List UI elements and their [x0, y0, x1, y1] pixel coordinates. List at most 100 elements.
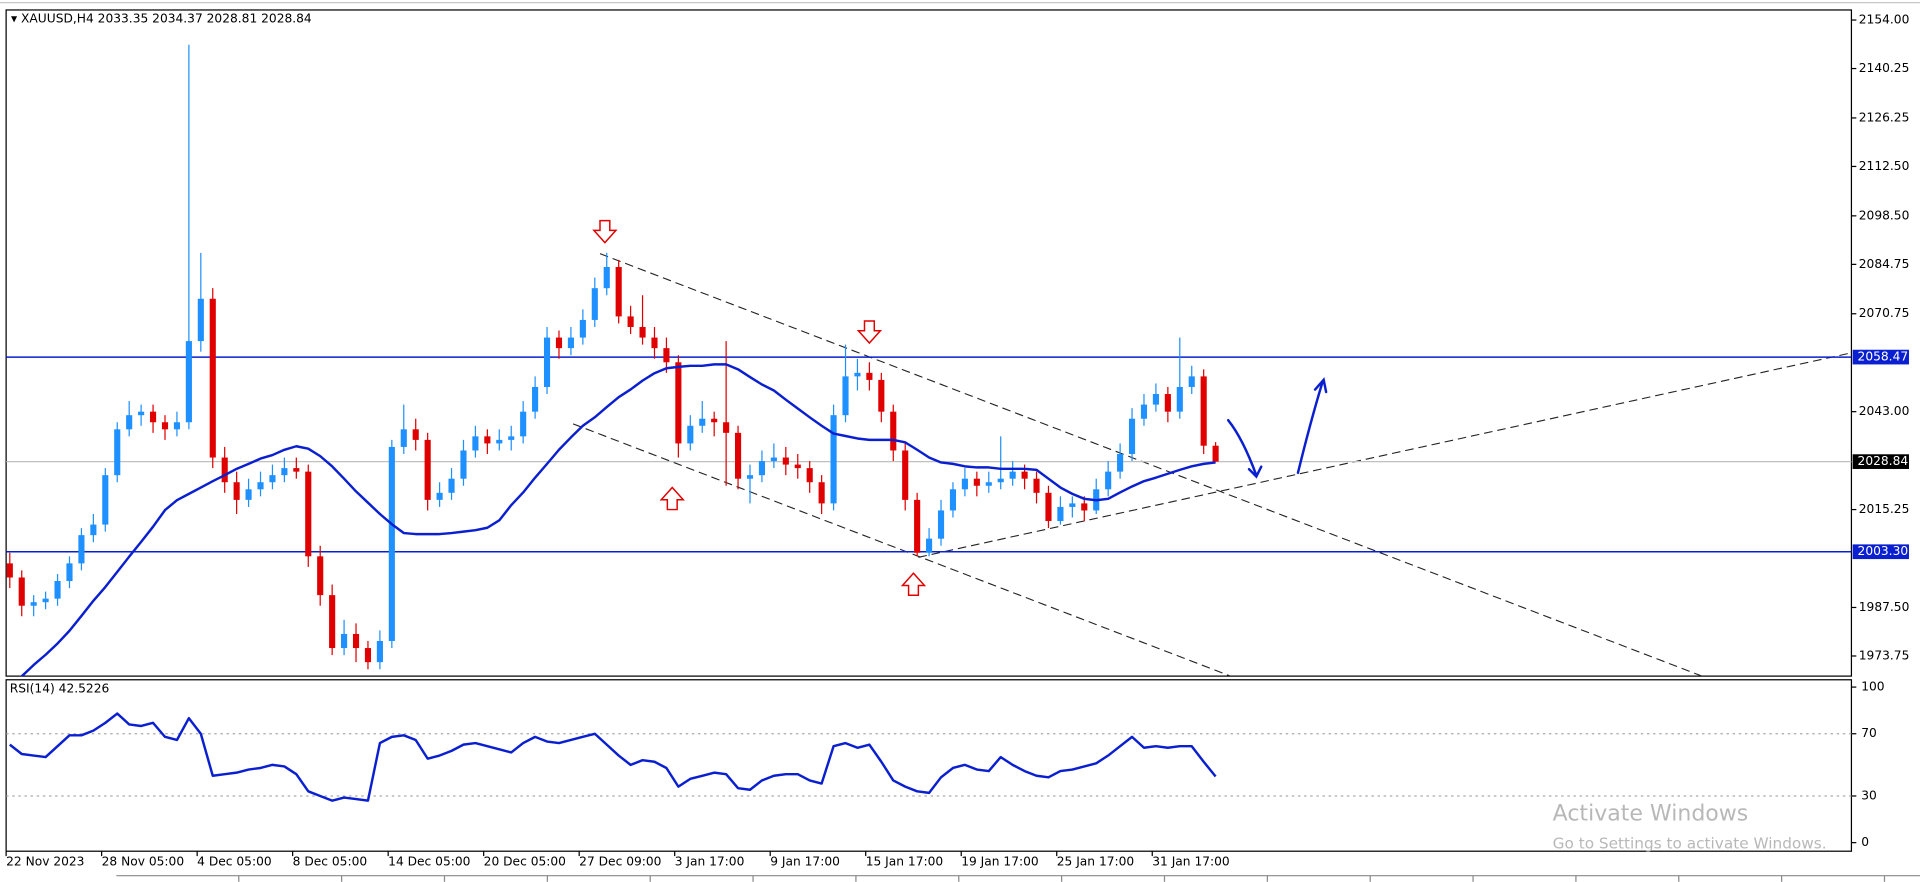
- candle-body: [209, 298, 216, 458]
- candle-body: [78, 535, 85, 564]
- candle-body: [102, 475, 109, 525]
- candle-body: [484, 436, 491, 444]
- y-tick-label: 2070.75: [1859, 306, 1910, 320]
- x-tick-label: 31 Jan 17:00: [1152, 855, 1229, 869]
- candle-body: [412, 429, 419, 440]
- candle-body: [329, 595, 336, 649]
- y-tick-label: 2140.25: [1859, 61, 1910, 75]
- candle-body: [651, 337, 658, 349]
- candle-body: [221, 457, 228, 483]
- y-tick-label: 2084.75: [1859, 257, 1910, 271]
- candle-body: [496, 439, 503, 444]
- candle-body: [281, 468, 288, 476]
- candle-body: [723, 422, 730, 433]
- candle-body: [161, 422, 169, 430]
- moving-average: [20, 363, 1216, 677]
- candle-body: [6, 563, 13, 578]
- trend-line: [918, 352, 1852, 558]
- x-tick-label: 4 Dec 05:00: [197, 855, 272, 869]
- candle-body: [878, 379, 885, 412]
- y-tick-label: 2015.25: [1859, 502, 1910, 516]
- candle-body: [126, 415, 133, 430]
- main-plot: [6, 44, 1852, 677]
- scroll-tabs: [116, 875, 1920, 882]
- candle-body: [937, 510, 945, 539]
- candle-body: [269, 475, 276, 483]
- candle-body: [902, 450, 909, 500]
- candle-body: [460, 450, 467, 479]
- x-tick-label: 28 Nov 05:00: [102, 855, 184, 869]
- candle-body: [150, 411, 157, 423]
- candle-body: [317, 556, 324, 596]
- close-value: 2028.84: [261, 11, 312, 25]
- candle-body: [18, 577, 25, 606]
- candle-body: [985, 482, 992, 486]
- candle-body: [245, 489, 252, 500]
- candle-body: [30, 602, 37, 606]
- candle-body: [1152, 394, 1159, 405]
- symbol: XAUUSD,H4: [21, 11, 94, 25]
- x-tick-label: 3 Jan 17:00: [675, 855, 745, 869]
- rsi-line: [9, 712, 1217, 802]
- candle-body: [1057, 506, 1064, 522]
- candle-body: [699, 418, 706, 426]
- candle-body: [1021, 471, 1028, 479]
- candle-body: [1188, 376, 1195, 387]
- candle-body: [341, 633, 348, 649]
- candle-body: [949, 489, 957, 511]
- rsi-pane: [5, 679, 1853, 852]
- candle-body: [1081, 503, 1088, 511]
- candle-body: [54, 581, 61, 599]
- candle-body: [532, 386, 539, 412]
- candle-body: [961, 478, 968, 490]
- rsi-plot: [6, 712, 1852, 802]
- down-arrow: [592, 219, 618, 244]
- candle-body: [400, 429, 407, 447]
- candle-body: [436, 492, 443, 500]
- x-tick-label: 22 Nov 2023: [6, 855, 84, 869]
- x-tick-label: 14 Dec 05:00: [388, 855, 470, 869]
- y-tick-label: 1973.75: [1859, 648, 1910, 662]
- candle-body: [1200, 376, 1207, 446]
- candle-body: [794, 464, 801, 469]
- candle-body: [1212, 445, 1219, 462]
- candle-body: [866, 372, 873, 380]
- up-arrow: [900, 572, 927, 597]
- candle-body: [424, 439, 431, 500]
- candle-body: [472, 436, 479, 451]
- annotations: [592, 219, 927, 597]
- candle-body: [735, 432, 742, 479]
- trend-line: [572, 423, 1231, 677]
- candle-body: [758, 461, 765, 476]
- rsi-tick-label: 100: [1861, 680, 1884, 694]
- candle-body: [114, 429, 121, 476]
- x-tick-label: 27 Dec 09:00: [579, 855, 661, 869]
- candle-body: [1140, 404, 1148, 419]
- x-tick-label: 15 Jan 17:00: [866, 855, 943, 869]
- candle-body: [579, 319, 586, 338]
- candle-body: [1105, 471, 1112, 490]
- candle-body: [1069, 503, 1076, 507]
- candle-body: [520, 411, 527, 437]
- candle-body: [138, 411, 145, 416]
- candle-body: [543, 337, 551, 387]
- y-tick-label: 2126.25: [1859, 110, 1910, 124]
- x-tick-label: 8 Dec 05:00: [293, 855, 368, 869]
- candle-body: [591, 288, 598, 320]
- candle-body: [388, 446, 395, 641]
- trend-lines: [572, 253, 1852, 677]
- level-label-box: [1852, 349, 1909, 365]
- candle-body: [173, 422, 180, 430]
- y-tick-label: 2043.00: [1859, 404, 1910, 418]
- candle-body: [185, 341, 192, 423]
- candle-body: [711, 418, 718, 423]
- candle-body: [233, 482, 240, 500]
- candle-body: [914, 499, 921, 553]
- candle-body: [854, 372, 861, 377]
- main-pane: [5, 9, 1853, 677]
- candle-body: [364, 648, 372, 663]
- candle-body: [973, 478, 980, 486]
- candle-body: [770, 457, 777, 462]
- rsi-title: RSI(14): [10, 681, 55, 695]
